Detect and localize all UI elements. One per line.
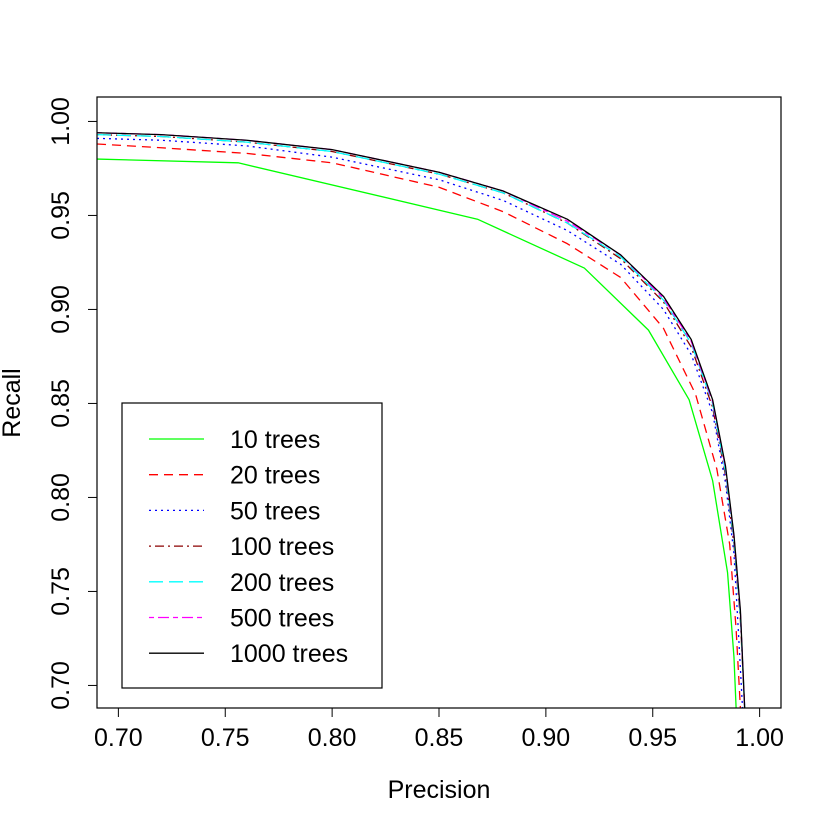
x-tick-label: 1.00 (735, 724, 784, 752)
x-axis: 0.70 0.75 0.80 0.85 0.90 0.95 1.00 (94, 707, 784, 752)
y-tick-label: 0.90 (47, 285, 75, 334)
legend-label: 100 trees (230, 533, 334, 561)
series-line (97, 133, 746, 708)
series-line (97, 158, 737, 708)
y-tick-label: 1.00 (47, 97, 75, 146)
legend-box (121, 402, 383, 689)
series-line (97, 133, 746, 708)
y-tick-label: 0.85 (47, 379, 75, 428)
legend-label: 1000 trees (230, 640, 348, 668)
y-axis: 0.70 0.75 0.80 0.85 0.90 0.95 1.00 (47, 97, 98, 710)
x-tick-label: 0.85 (415, 724, 464, 752)
y-tick-label: 0.70 (47, 661, 75, 710)
legend-label: 20 trees (230, 462, 320, 490)
legend-label: 10 trees (230, 426, 320, 454)
y-axis-label: Recall (0, 368, 26, 437)
x-tick-label: 0.80 (308, 724, 357, 752)
x-tick-label: 0.90 (522, 724, 571, 752)
legend: 10 trees 20 trees 50 trees 100 trees 200 tre… (121, 402, 383, 689)
legend-label: 200 trees (230, 569, 334, 597)
y-tick-label: 0.80 (47, 473, 75, 522)
series-layer (97, 132, 746, 708)
y-tick-label: 0.95 (47, 191, 75, 240)
x-axis-label: Precision (388, 776, 491, 804)
legend-label: 500 trees (230, 605, 334, 633)
series-line (97, 132, 746, 708)
series-line (97, 143, 742, 708)
series-line (97, 137, 744, 708)
x-tick-label: 0.95 (628, 724, 677, 752)
x-tick-label: 0.75 (201, 724, 250, 752)
x-tick-label: 0.70 (94, 724, 143, 752)
legend-label: 50 trees (230, 497, 320, 525)
y-tick-label: 0.75 (47, 567, 75, 616)
